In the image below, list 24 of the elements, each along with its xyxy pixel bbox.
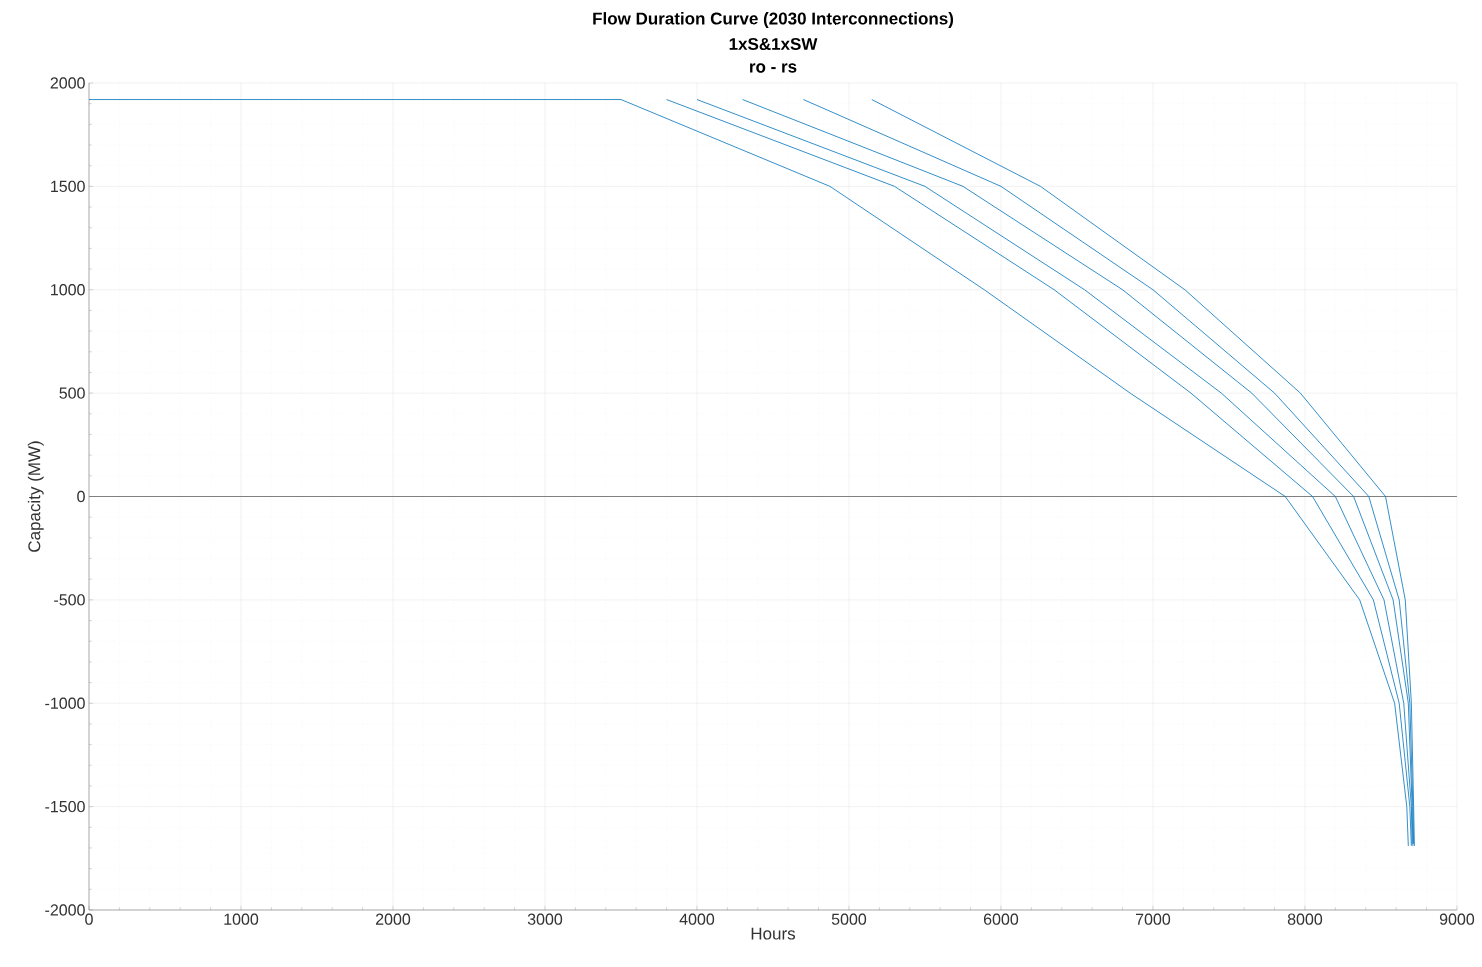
y-tick-label: -1000 bbox=[45, 697, 85, 709]
y-tick-label: -1500 bbox=[45, 800, 85, 813]
x-tick-label: 2000 bbox=[376, 913, 411, 925]
x-tick-label: 1000 bbox=[224, 913, 259, 925]
x-tick-label: 0 bbox=[85, 913, 93, 925]
x-tick-label: 9000 bbox=[1439, 913, 1475, 925]
x-axis-title: Hours bbox=[751, 927, 796, 940]
chart-title: Flow Duration Curve (2030 Interconnections) bbox=[593, 12, 954, 28]
y-tick-label: 1500 bbox=[51, 180, 85, 193]
y-tick-label: -500 bbox=[54, 594, 85, 606]
x-tick-label: 5000 bbox=[831, 913, 867, 925]
x-tick-label: 8000 bbox=[1287, 913, 1323, 925]
x-tick-label: 4000 bbox=[679, 913, 715, 925]
y-tick-label: 0 bbox=[77, 490, 85, 503]
y-tick-label: -2000 bbox=[45, 904, 85, 916]
y-axis-title: Capacity (MW) bbox=[27, 441, 44, 552]
x-tick-label: 6000 bbox=[983, 913, 1019, 925]
y-tick-label: 500 bbox=[59, 387, 85, 399]
text: ro - rs bbox=[750, 63, 797, 73]
x-tick-label: 7000 bbox=[1135, 913, 1171, 925]
x-tick-label: 3000 bbox=[527, 913, 563, 925]
y-tick-label: 1000 bbox=[51, 284, 85, 296]
y-tick-label: 2000 bbox=[50, 77, 85, 89]
chart-subtitle: 1xS&1xSW bbox=[729, 37, 818, 51]
